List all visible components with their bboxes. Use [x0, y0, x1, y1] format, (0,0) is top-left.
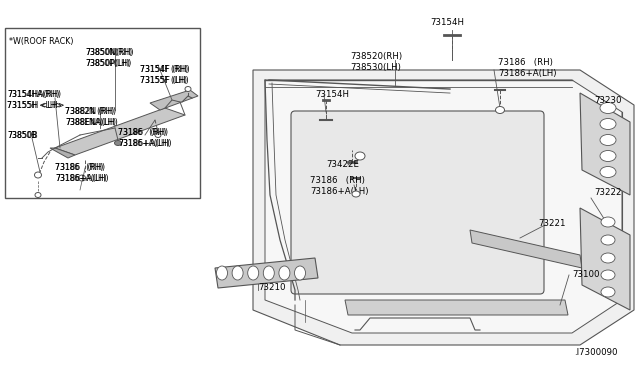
Ellipse shape [601, 270, 615, 280]
Ellipse shape [601, 235, 615, 245]
Ellipse shape [279, 266, 290, 280]
Text: 73154H: 73154H [430, 18, 464, 27]
Ellipse shape [248, 266, 259, 280]
Ellipse shape [115, 141, 122, 145]
Ellipse shape [601, 287, 615, 297]
Polygon shape [150, 90, 198, 110]
Text: 73186   (RH)
73186+A(LH): 73186 (RH) 73186+A(LH) [118, 128, 172, 148]
Ellipse shape [216, 266, 227, 280]
Polygon shape [580, 93, 630, 195]
Polygon shape [470, 230, 582, 268]
Ellipse shape [294, 266, 305, 280]
Text: 73154F (RH)
73155F (LH): 73154F (RH) 73155F (LH) [140, 65, 189, 85]
Ellipse shape [601, 253, 615, 263]
Bar [5, 28, 200, 198]
Text: 73850N(RH)
73850P(LH): 73850N(RH) 73850P(LH) [85, 48, 134, 68]
Ellipse shape [601, 217, 615, 227]
Text: 73882N (RH)
7388ENA(LH): 73882N (RH) 7388ENA(LH) [65, 107, 118, 127]
Ellipse shape [600, 151, 616, 161]
Text: 73154H: 73154H [315, 90, 349, 99]
FancyBboxPatch shape [291, 111, 544, 294]
Text: 738520(RH)
738530(LH): 738520(RH) 738530(LH) [350, 52, 402, 72]
Ellipse shape [232, 266, 243, 280]
Text: 73186   (RH)
73186+A(LH): 73186 (RH) 73186+A(LH) [118, 128, 170, 148]
Ellipse shape [263, 266, 275, 280]
Text: 73230: 73230 [594, 96, 621, 105]
Text: 73850B: 73850B [7, 131, 36, 140]
Ellipse shape [185, 87, 191, 92]
Ellipse shape [352, 191, 360, 197]
Text: *W(ROOF RACK): *W(ROOF RACK) [9, 37, 74, 46]
Text: 73154HA(RH)
73155H <LH>: 73154HA(RH) 73155H <LH> [7, 90, 65, 110]
Ellipse shape [600, 135, 616, 145]
Ellipse shape [35, 172, 42, 178]
Text: 73186   (RH)
73186+A(LH): 73186 (RH) 73186+A(LH) [55, 163, 109, 183]
Text: 73210: 73210 [258, 283, 285, 292]
Ellipse shape [495, 106, 504, 113]
Text: 73154F (RH)
73155F (LH): 73154F (RH) 73155F (LH) [140, 65, 188, 85]
Polygon shape [253, 70, 634, 345]
Ellipse shape [600, 167, 616, 177]
Polygon shape [50, 148, 75, 158]
Text: 73154HA(RH)
73155H <LH>: 73154HA(RH) 73155H <LH> [7, 90, 62, 110]
Text: 73186   (RH)
73186+A(LH): 73186 (RH) 73186+A(LH) [55, 163, 107, 183]
Polygon shape [215, 258, 318, 288]
Polygon shape [55, 108, 185, 155]
Polygon shape [265, 80, 622, 333]
Text: 73850B: 73850B [7, 131, 38, 140]
Polygon shape [345, 300, 568, 315]
Polygon shape [580, 208, 630, 310]
Ellipse shape [155, 132, 161, 138]
Text: 73100: 73100 [572, 270, 600, 279]
Ellipse shape [79, 175, 86, 181]
Text: 73422E: 73422E [326, 160, 359, 169]
Text: 73882N (RH)
7388ENA(LH): 73882N (RH) 7388ENA(LH) [65, 107, 116, 127]
Ellipse shape [600, 103, 616, 113]
Ellipse shape [355, 152, 365, 160]
Text: .I7300090: .I7300090 [574, 348, 618, 357]
Text: 73186   (RH)
73186+A(LH): 73186 (RH) 73186+A(LH) [498, 58, 557, 78]
Text: 73222: 73222 [594, 188, 621, 197]
Text: 73186   (RH)
73186+A(LH): 73186 (RH) 73186+A(LH) [310, 176, 369, 196]
Text: 73850N(RH)
73850P(LH): 73850N(RH) 73850P(LH) [85, 48, 132, 68]
Text: 73221: 73221 [538, 219, 566, 228]
Ellipse shape [600, 119, 616, 129]
Ellipse shape [35, 192, 41, 198]
